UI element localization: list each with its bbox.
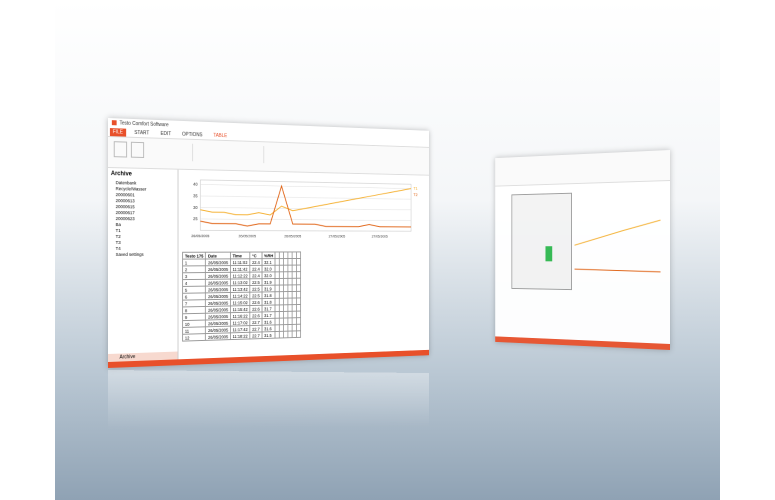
table-cell: 26/05/2005 (206, 333, 231, 341)
tree: Datenbank Recycle/Wasser 20000601 20000613 2… (108, 180, 178, 258)
sidebar: Archive Datenbank Recycle/Wasser 20000601 2… (108, 168, 178, 362)
table-cell: 12 (183, 334, 206, 342)
reflection (108, 370, 429, 430)
y-tick-label: 25 (193, 216, 198, 221)
chart: 25 30 35 40 26/05/2005 26/05/2005 26/05/2005 27… (182, 174, 423, 248)
table-cell: 22.7 (250, 332, 262, 339)
content: Archive Datenbank Recycle/Wasser 20000601 2… (108, 168, 429, 362)
ribbon-group (263, 146, 315, 165)
line (575, 220, 661, 245)
y-tick-label: 40 (193, 182, 198, 187)
app-icon (112, 120, 117, 125)
main-area: 25 30 35 40 26/05/2005 26/05/2005 26/05/2005 27… (178, 170, 429, 360)
x-tick-label: 26/05/2005 (191, 233, 210, 238)
ribbon-tab[interactable]: OPTIONS (179, 130, 205, 139)
ribbon-tab[interactable]: FILE (110, 128, 126, 137)
ribbon-tab[interactable]: START (131, 128, 152, 137)
y-tick-label: 30 (193, 205, 198, 210)
x-tick-label: 26/05/2005 (284, 233, 302, 238)
y-tick-label: 35 (193, 193, 198, 198)
legend-entry: T1 (413, 186, 418, 191)
line (575, 269, 661, 272)
main-window: Testo Comfort Software FILE START EDIT OPTI… (108, 118, 429, 368)
legend-entry: T2 (413, 192, 418, 197)
x-tick-label: 26/05/2005 (239, 233, 257, 238)
ribbon-tab[interactable]: EDIT (158, 129, 174, 137)
ribbon-group (192, 144, 247, 163)
ribbon-button[interactable] (114, 141, 127, 157)
ribbon-button[interactable] (131, 142, 144, 158)
table-cell: 31.5 (262, 332, 275, 339)
context-tab[interactable]: TABLE (211, 131, 230, 139)
second-window (495, 150, 670, 350)
x-tick-label: 27/05/2005 (329, 234, 346, 239)
empty-cell (297, 331, 301, 338)
data-table: Testo 175 Date Time °C %RH 1 26/05/2005 11:11:0… (182, 251, 301, 341)
tree-item[interactable]: Saved settings (108, 252, 178, 258)
table-cell: 11:18:22 (230, 332, 250, 339)
window-title: Testo Comfort Software (119, 120, 168, 128)
x-tick-label: 27/05/2005 (372, 234, 389, 239)
chart-lines (495, 150, 670, 350)
